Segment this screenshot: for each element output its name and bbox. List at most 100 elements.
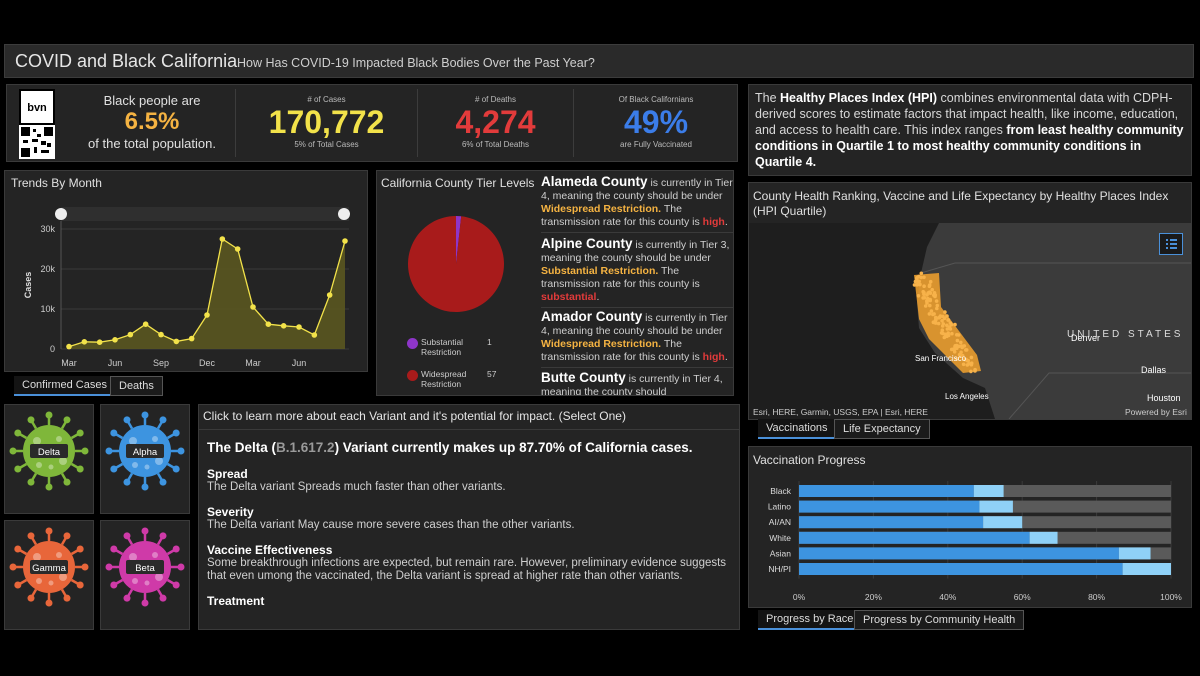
pie-slice[interactable] (456, 216, 462, 264)
data-point[interactable] (81, 339, 88, 345)
bar-partial-vaccinated[interactable] (983, 516, 1023, 529)
county-item[interactable]: Butte County is currently in Tier 4, mea… (541, 370, 723, 395)
data-point[interactable] (66, 343, 72, 350)
deaths-stat: # of Deaths 4,274 6% of Total Deaths (418, 85, 573, 161)
tab-deaths[interactable]: Deaths (110, 376, 163, 396)
bar-partial-vaccinated[interactable] (1122, 563, 1171, 575)
bar-full-vaccinated[interactable] (799, 516, 984, 529)
data-point[interactable] (173, 338, 180, 345)
data-point[interactable] (158, 331, 164, 338)
census-tract-dot (923, 304, 928, 308)
data-point[interactable] (112, 337, 118, 343)
data-point[interactable] (142, 321, 149, 327)
data-point[interactable] (188, 335, 195, 342)
variant-name: Delta (38, 447, 61, 458)
map-panel: County Health Ranking, Vaccine and Life … (748, 182, 1192, 420)
time-slider-track[interactable] (61, 207, 349, 221)
census-tract-dot (946, 318, 950, 322)
slider-handle-right[interactable] (338, 208, 350, 220)
data-point[interactable] (127, 331, 134, 338)
stats-row: bvn Black people are 6.5% of the total p… (6, 84, 738, 162)
data-point[interactable] (234, 246, 241, 252)
bar-full-vaccinated[interactable] (799, 563, 1123, 575)
census-tract-dot (912, 283, 917, 287)
bar-partial-vaccinated[interactable] (973, 485, 1004, 497)
tab-confirmed-cases[interactable]: Confirmed Cases (14, 376, 115, 396)
census-tract-dot (967, 362, 971, 366)
variant-name: Alpha (133, 447, 158, 458)
data-point[interactable] (311, 332, 318, 338)
population-value: 6.5% (124, 108, 180, 135)
census-tract-dot (948, 321, 953, 325)
county-item[interactable]: Amador County is currently in Tier 4, me… (541, 310, 733, 368)
data-point[interactable] (296, 324, 302, 330)
census-tract-dot (935, 306, 939, 311)
census-tract-dot (935, 303, 940, 308)
bar-partial-vaccinated[interactable] (979, 500, 1013, 513)
virus-icon: Gamma (9, 527, 89, 607)
census-tract-dot (931, 312, 935, 317)
deaths-value: 4,274 (455, 104, 536, 140)
census-tract-dot (934, 299, 939, 303)
pie-slice[interactable] (408, 216, 504, 312)
census-tract-dot (955, 333, 959, 337)
data-point[interactable] (280, 323, 287, 329)
census-tract-dot (940, 324, 945, 328)
county-item[interactable]: Alpine County is currently in Tier 3, me… (541, 237, 733, 308)
bar-partial-vaccinated[interactable] (1118, 547, 1151, 560)
tab-progress-by-race[interactable]: Progress by Race (758, 610, 862, 630)
data-point[interactable] (219, 236, 226, 242)
variant-info-panel: Click to learn more about each Variant a… (198, 404, 740, 630)
data-point[interactable] (326, 292, 333, 298)
cases-value: 170,772 (268, 104, 385, 140)
census-tract-dot (917, 274, 921, 279)
map-view[interactable]: UNITED STATES Denver San Francisco Los A… (749, 223, 1191, 419)
data-point[interactable] (204, 312, 210, 318)
data-point[interactable] (96, 339, 103, 345)
variant-card-alpha[interactable]: Alpha (100, 404, 190, 514)
census-tract-dot (962, 344, 967, 348)
data-point[interactable] (342, 238, 348, 244)
vaccination-chart: 0% 20% 40% 60% 80% 100% Black Latino AI/AN White A… (768, 481, 1182, 602)
data-point[interactable] (250, 304, 256, 310)
census-tract-dot (945, 314, 949, 318)
bar-partial-vaccinated[interactable] (1029, 531, 1058, 544)
census-tract-dot (928, 298, 932, 303)
map-label-dallas: Dallas (1141, 365, 1167, 375)
tab-vaccinations[interactable]: Vaccinations (758, 419, 836, 439)
bar-full-vaccinated[interactable] (799, 547, 1119, 560)
variant-card-gamma[interactable]: Gamma (4, 520, 94, 630)
legend-list-button[interactable] (1159, 233, 1183, 255)
trends-title: Trends By Month (11, 176, 102, 190)
y-tick-label: 30k (40, 224, 55, 234)
x-tick-label: Jun (292, 358, 307, 368)
tab-life-expectancy[interactable]: Life Expectancy (834, 419, 930, 439)
census-tract-dot (934, 317, 938, 322)
variant-name: Beta (135, 563, 155, 574)
census-tract-dot (922, 292, 926, 296)
tab-progress-by-community-health[interactable]: Progress by Community Health (854, 610, 1025, 630)
qr-code-icon (19, 125, 55, 159)
map-label-houston: Houston (1147, 393, 1181, 403)
slider-handle-left[interactable] (55, 208, 67, 220)
variant-card-delta[interactable]: Delta (4, 404, 94, 514)
map-title: County Health Ranking, Vaccine and Life … (753, 189, 1169, 218)
trends-panel: Trends By Month 0 10k 20k 30k Mar Jun Sep Dec Ma… (4, 170, 368, 372)
bar-full-vaccinated[interactable] (799, 500, 980, 513)
variant-card-beta[interactable]: Beta (100, 520, 190, 630)
county-list[interactable]: Alameda County is currently in Tier 4, m… (535, 171, 733, 395)
data-point[interactable] (265, 321, 272, 327)
census-tract-dot (964, 348, 968, 352)
bar-full-vaccinated[interactable] (799, 531, 1030, 544)
x-tick-label: Dec (199, 358, 216, 368)
x-tick-label: 20% (865, 592, 882, 602)
x-tick-label: 100% (1160, 592, 1182, 602)
dashboard-title: COVID and Black California (15, 51, 238, 71)
x-tick-label: 80% (1088, 592, 1105, 602)
county-item[interactable]: Alameda County is currently in Tier 4, m… (541, 175, 733, 233)
map-label-la: Los Angeles (945, 392, 989, 401)
bar-full-vaccinated[interactable] (799, 485, 974, 497)
census-tract-dot (932, 291, 937, 295)
y-tick-label: 20k (40, 264, 55, 274)
census-tract-dot (916, 279, 920, 284)
